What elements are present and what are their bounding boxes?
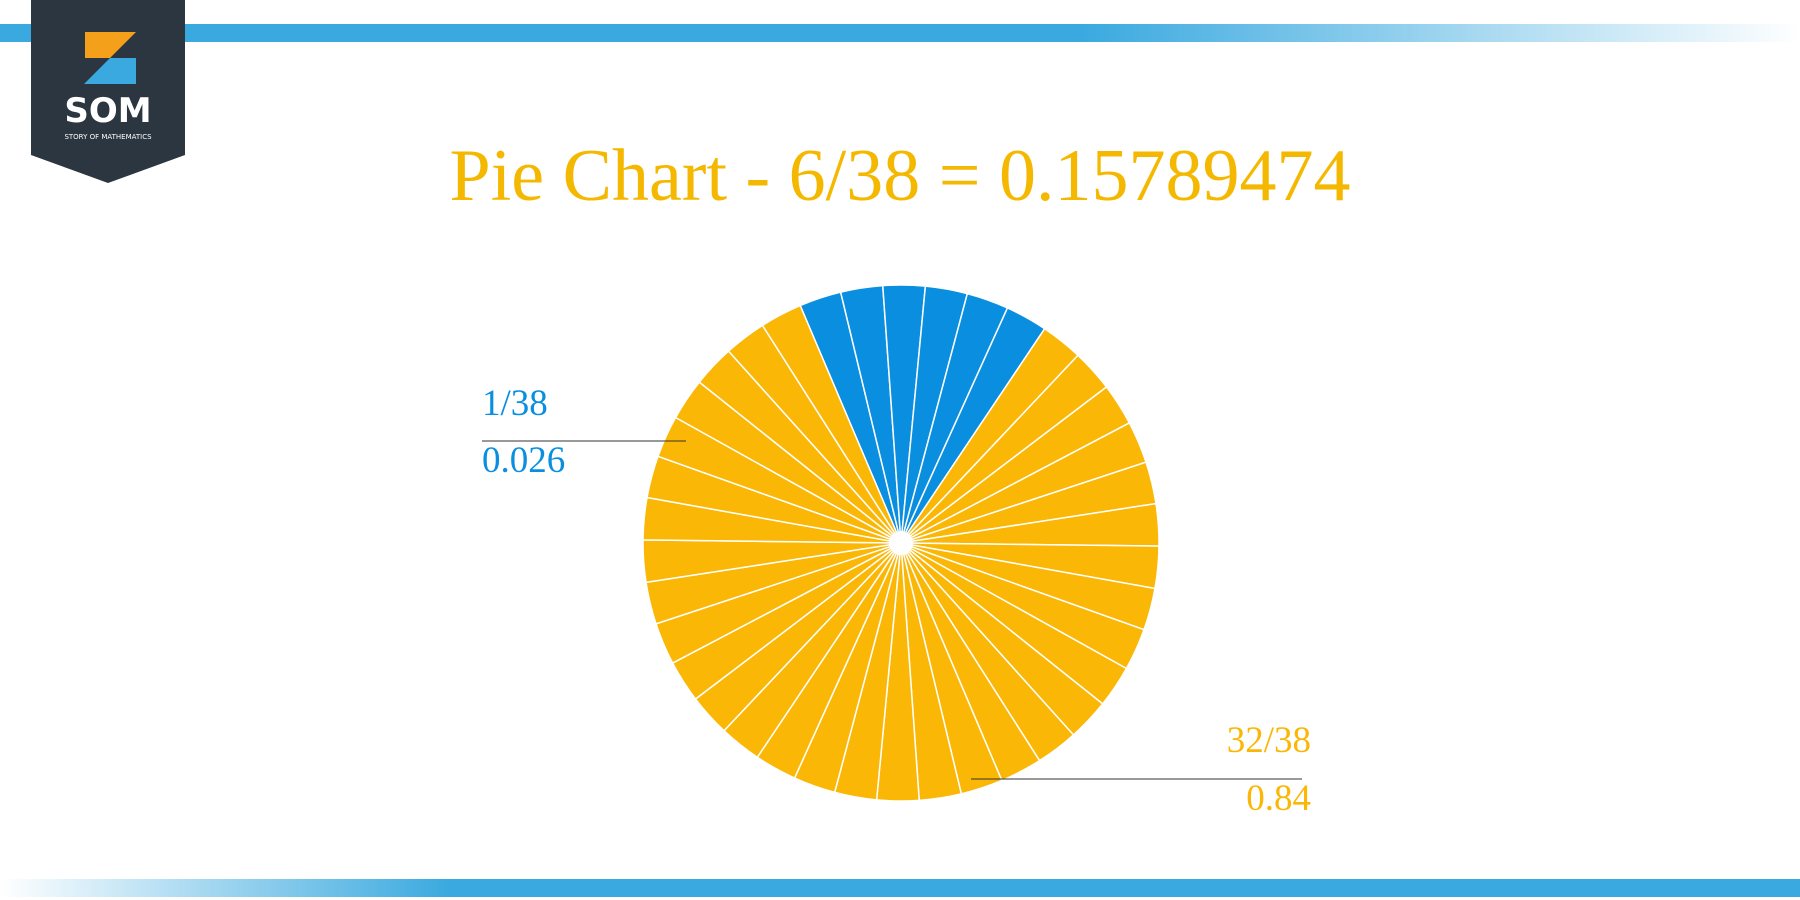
bottom-bar bbox=[0, 879, 1800, 897]
annotation-fraction: 32/38 bbox=[1227, 720, 1311, 761]
chart-title: Pie Chart - 6/38 = 0.15789474 bbox=[450, 135, 1351, 217]
logo-tagline: STORY OF MATHEMATICS bbox=[64, 133, 152, 141]
logo: SOM STORY OF MATHEMATICS bbox=[31, 0, 185, 183]
pie-center bbox=[889, 531, 913, 555]
annotation-decimal: 0.84 bbox=[1246, 778, 1311, 819]
annotation-decimal: 0.026 bbox=[482, 440, 565, 481]
logo-mark bbox=[84, 58, 136, 84]
annotation-fraction: 1/38 bbox=[482, 383, 548, 424]
logo-badge bbox=[31, 0, 185, 183]
pie-slice bbox=[761, 304, 902, 544]
logo-name: SOM bbox=[64, 91, 151, 131]
logo-mark bbox=[85, 32, 136, 58]
top-bar bbox=[0, 24, 1800, 42]
